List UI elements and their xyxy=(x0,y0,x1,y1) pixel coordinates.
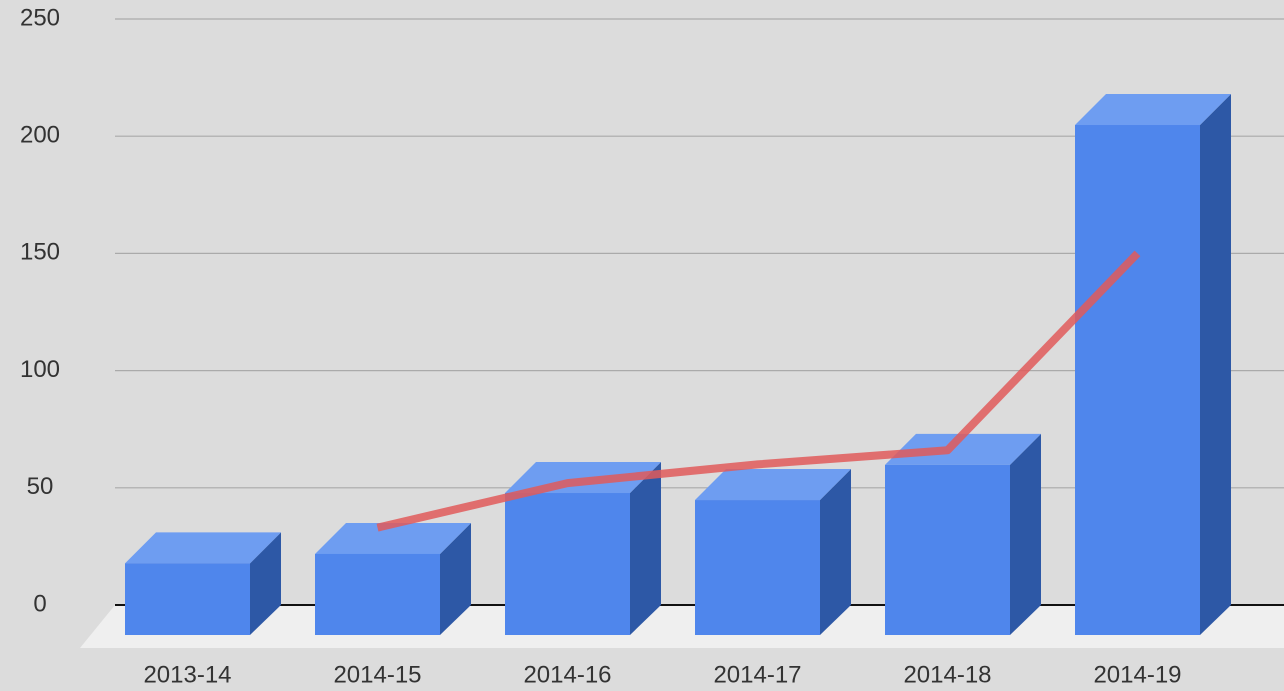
bar-side xyxy=(820,469,851,635)
bar-side xyxy=(1010,433,1041,635)
bar-top xyxy=(695,469,851,501)
x-tick-label: 2013-14 xyxy=(143,661,231,688)
x-tick-label: 2014-15 xyxy=(333,661,421,688)
bar-side xyxy=(440,522,471,635)
y-tick-label: 100 xyxy=(20,356,60,383)
bar-top xyxy=(885,433,1041,465)
x-tick-label: 2014-18 xyxy=(903,661,991,688)
bar-top xyxy=(315,522,471,554)
bar xyxy=(505,493,630,635)
x-tick-label: 2014-19 xyxy=(1093,661,1181,688)
y-tick-label: 150 xyxy=(20,239,60,266)
x-tick-label: 2014-17 xyxy=(713,661,801,688)
bar-side xyxy=(630,462,661,635)
bar-top xyxy=(1075,94,1231,126)
y-tick-label: 250 xyxy=(20,4,60,31)
line xyxy=(376,250,1141,532)
y-tick-label: 200 xyxy=(20,122,60,149)
bar xyxy=(885,464,1010,635)
y-tick-label: 0 xyxy=(33,590,46,617)
bar xyxy=(315,553,440,635)
x-tick-label: 2014-16 xyxy=(523,661,611,688)
bar-side xyxy=(250,532,281,635)
bar xyxy=(125,563,250,635)
bar-top xyxy=(125,532,281,564)
y-tick-label: 50 xyxy=(27,473,54,500)
bar xyxy=(695,500,820,635)
bar-side xyxy=(1200,94,1231,636)
bar xyxy=(1075,125,1200,636)
